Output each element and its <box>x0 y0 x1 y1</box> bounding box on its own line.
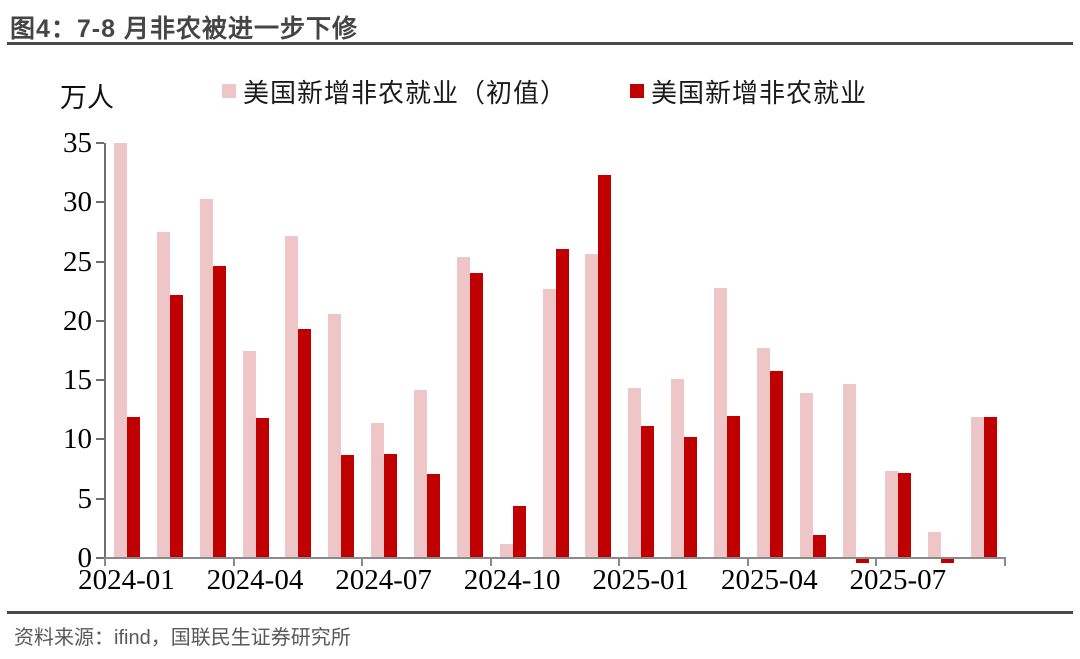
bar-initial-2025-07 <box>885 471 899 558</box>
bar-revised-2025-02 <box>684 437 698 558</box>
y-axis-unit-label: 万人 <box>60 83 114 113</box>
bar-initial-2025-04 <box>756 348 770 558</box>
y-tick-0 <box>96 557 104 559</box>
y-tick-5 <box>96 497 104 500</box>
x-tick-label-2025-01: 2025-01 <box>592 564 690 596</box>
bar-initial-2025-01 <box>628 388 642 558</box>
bar-initial-2025-02 <box>671 378 685 558</box>
bar-revised-2025-03 <box>727 415 740 558</box>
legend-swatch-initial <box>222 84 236 98</box>
bar-initial-2024-02 <box>156 231 170 558</box>
bar-revised-2025-07 <box>898 472 912 558</box>
bar-revised-2024-08 <box>427 473 440 558</box>
x-tick-label-2024-04: 2024-04 <box>206 564 304 596</box>
bar-initial-2024-08 <box>414 389 427 558</box>
figure-title: 图4：7-8 月非农被进一步下修 <box>10 15 358 43</box>
bar-revised-2024-04 <box>255 418 269 558</box>
y-tick-label-35: 35 <box>63 127 92 159</box>
x-tick-3 <box>232 558 235 566</box>
bar-initial-2025-03 <box>714 287 727 558</box>
source-divider <box>7 611 1073 614</box>
bar-revised-2024-10 <box>512 505 526 558</box>
legend-item-revised: 美国新增非农就业 <box>630 76 867 108</box>
legend-item-initial: 美国新增非农就业（初值） <box>222 76 567 108</box>
bar-revised-2024-03 <box>212 266 226 558</box>
y-tick-label-20: 20 <box>63 304 92 337</box>
bar-revised-2024-11 <box>555 248 569 558</box>
y-tick-label-5: 5 <box>77 482 93 515</box>
bar-revised-2024-01 <box>127 416 140 558</box>
source-note: 资料来源：ifind，国联民生证券研究所 <box>14 627 351 649</box>
bar-initial-2024-06 <box>328 313 342 558</box>
y-tick-label-15: 15 <box>63 364 92 397</box>
bar-revised-2025-04 <box>769 370 783 558</box>
bar-initial-2024-01 <box>114 143 127 558</box>
x-tick-12 <box>618 558 621 566</box>
y-tick-20 <box>96 319 104 322</box>
bar-revised-2025-06 <box>855 558 869 563</box>
x-tick-0 <box>104 558 106 566</box>
bar-initial-2025-08 <box>928 531 942 558</box>
bar-initial-2024-03 <box>199 198 213 558</box>
y-tick-label-30: 30 <box>63 186 92 219</box>
bar-revised-2024-05 <box>298 329 312 558</box>
x-tick-21 <box>1004 558 1006 566</box>
bar-revised-2024-09 <box>469 273 483 558</box>
x-tick-label-2024-01: 2024-01 <box>78 564 175 596</box>
title-underline <box>7 42 1073 45</box>
x-tick-label-2025-07: 2025-07 <box>849 564 947 596</box>
y-axis-line <box>104 143 106 559</box>
bar-revised-2024-12 <box>598 175 612 558</box>
bar-revised-2025-09 <box>984 416 998 558</box>
x-tick-label-2024-07: 2024-07 <box>335 564 432 596</box>
bar-initial-2024-04 <box>242 350 256 558</box>
bar-initial-2024-12 <box>585 254 599 558</box>
bar-initial-2024-11 <box>542 288 556 558</box>
bar-revised-2025-08 <box>941 558 955 563</box>
x-tick-18 <box>875 558 878 566</box>
bar-revised-2024-06 <box>341 454 355 558</box>
bar-initial-2025-09 <box>971 416 985 558</box>
legend-label-revised: 美国新增非农就业 <box>651 78 868 108</box>
legend-swatch-revised <box>630 84 644 98</box>
x-tick-label-2025-04: 2025-04 <box>720 564 818 596</box>
x-tick-label-2024-10: 2024-10 <box>463 564 561 596</box>
bar-revised-2025-05 <box>812 535 826 558</box>
y-tick-25 <box>96 260 104 263</box>
y-tick-label-25: 25 <box>63 245 92 278</box>
y-tick-15 <box>96 379 104 382</box>
bar-chart-plot-area <box>105 143 1005 563</box>
bar-initial-2024-09 <box>456 256 470 558</box>
bar-revised-2024-07 <box>384 453 398 558</box>
bar-revised-2025-01 <box>641 426 655 558</box>
bar-initial-2024-10 <box>499 543 513 558</box>
legend-label-initial: 美国新增非农就业（初值） <box>243 78 568 108</box>
bar-initial-2024-05 <box>285 235 299 558</box>
x-tick-9 <box>489 558 492 566</box>
bar-initial-2025-06 <box>842 383 856 558</box>
bar-initial-2025-05 <box>799 393 813 558</box>
y-tick-10 <box>96 438 104 441</box>
x-axis-line <box>104 557 1006 559</box>
x-tick-6 <box>361 558 364 566</box>
bar-revised-2024-02 <box>169 294 183 558</box>
bar-initial-2024-07 <box>371 422 385 558</box>
y-tick-30 <box>96 201 104 204</box>
y-tick-35 <box>96 142 104 144</box>
y-tick-label-10: 10 <box>63 423 92 456</box>
x-tick-15 <box>746 558 749 566</box>
y-tick-label-0: 0 <box>77 542 93 574</box>
